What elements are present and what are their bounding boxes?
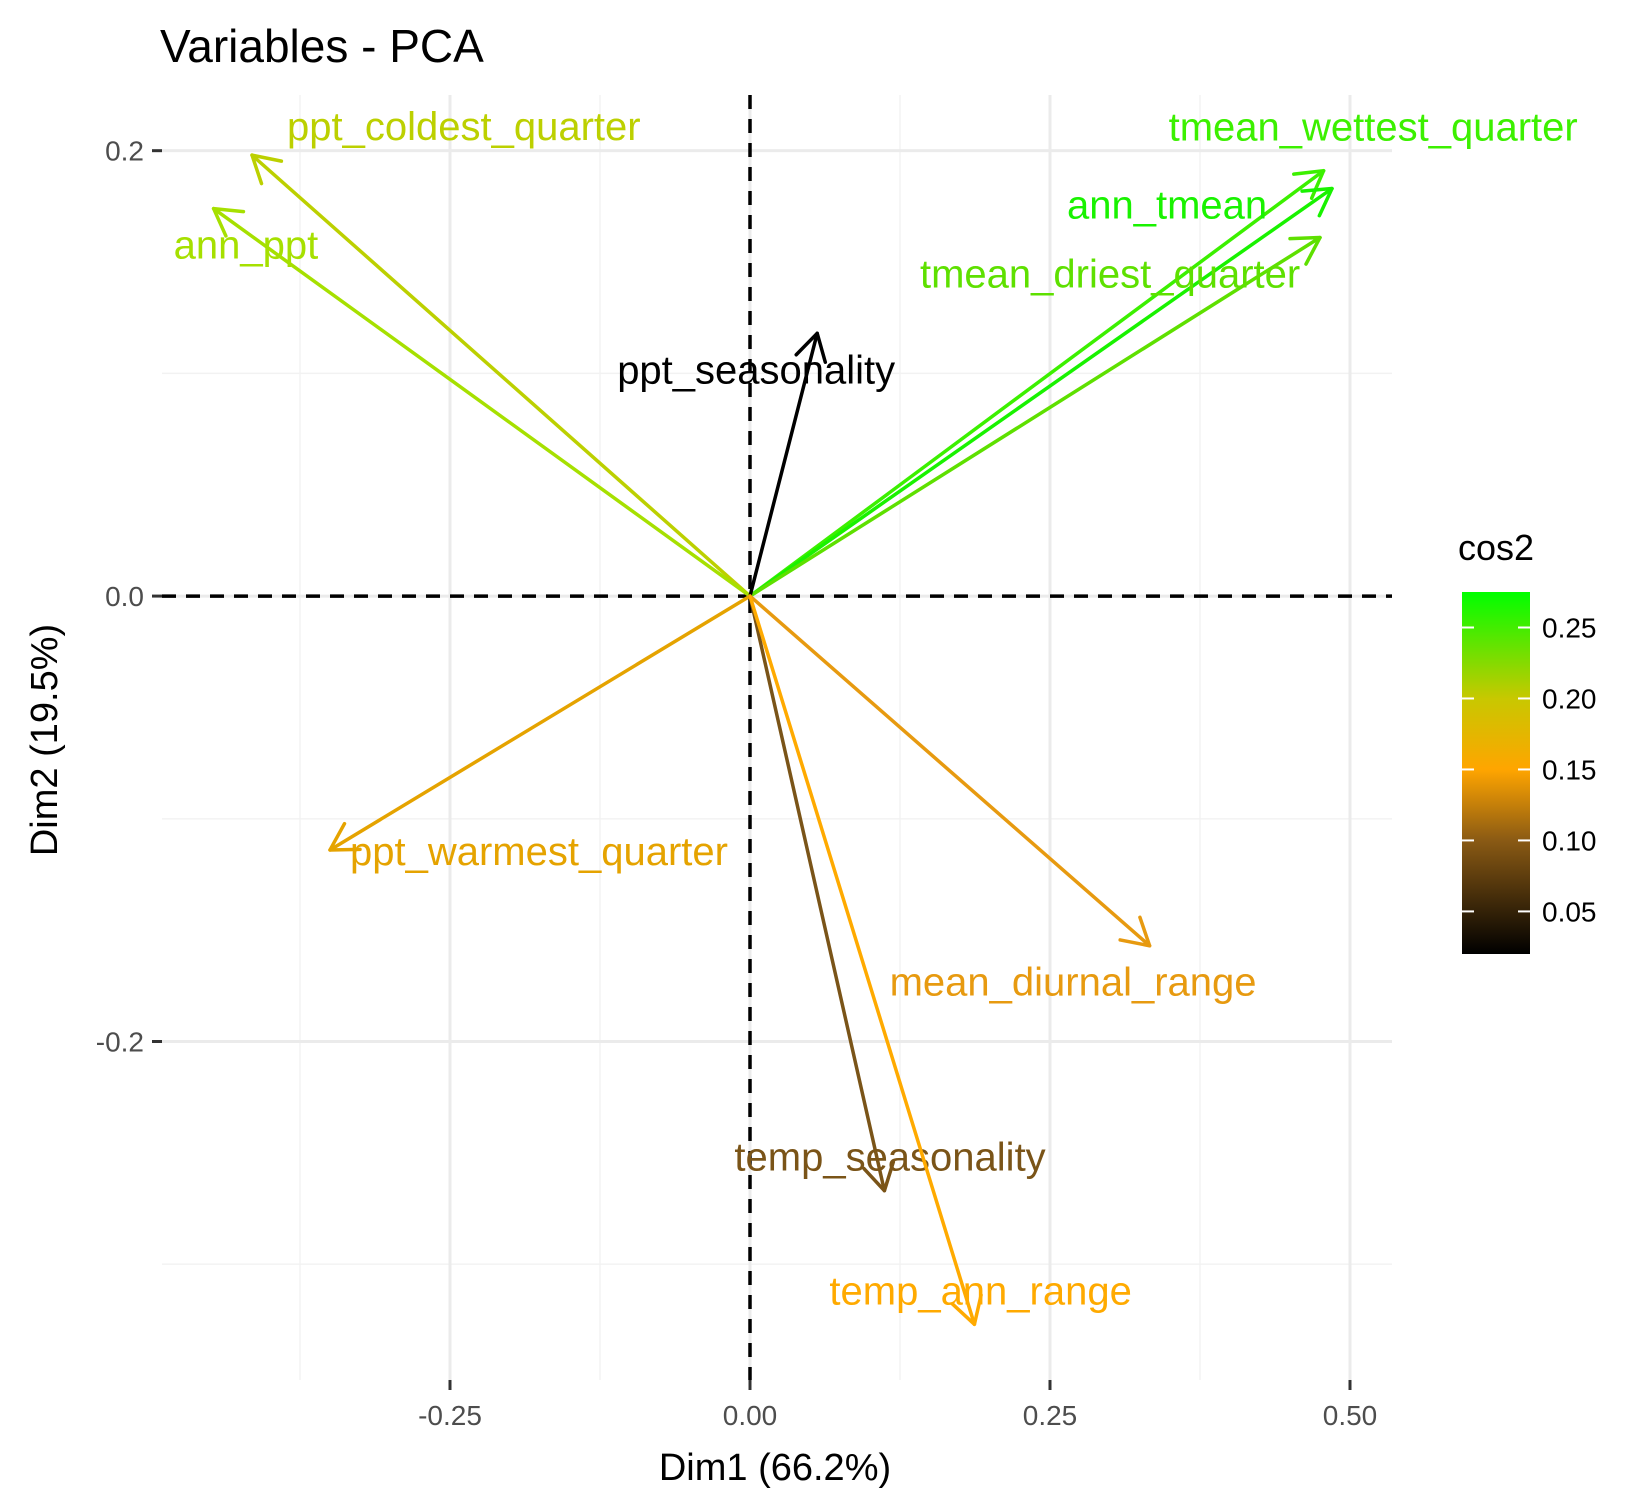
x-tick-label: 0.50 (1323, 1400, 1378, 1431)
arrow-head (211, 206, 246, 238)
variable-arrow-ann-tmean: ann_tmean (748, 184, 1334, 598)
variable-arrow-ppt-seasonality: ppt_seasonality (617, 331, 895, 598)
legend-tick-label: 0.25 (1542, 612, 1597, 643)
variable-arrow-ppt-coldest-quarter: ppt_coldest_quarter (250, 105, 752, 598)
variable-arrow-temp-ann-range: temp_ann_range (748, 594, 1132, 1327)
cos2-legend: cos2 0.05 0.10 0.15 0.20 0.25 (1458, 527, 1597, 954)
chart-title: Variables - PCA (160, 20, 484, 72)
arrow-shaft (748, 186, 1334, 598)
x-tick-label: -0.25 (418, 1400, 482, 1431)
variable-arrow-ann-ppt: ann_ppt (174, 206, 752, 598)
arrow-shaft (748, 594, 1152, 948)
variable-label: temp_seasonality (734, 1136, 1045, 1180)
variable-label: mean_diurnal_range (890, 961, 1257, 1005)
arrow-shaft (748, 594, 977, 1327)
variable-label: ann_tmean (1067, 184, 1267, 228)
arrow-head (1118, 915, 1152, 948)
variable-arrow-mean-diurnal-range: mean_diurnal_range (748, 594, 1257, 1005)
arrow-shaft (748, 594, 887, 1193)
arrow-head (1300, 186, 1334, 218)
variable-label: ppt_coldest_quarter (287, 105, 641, 149)
y-tick-label: 0.0 (105, 581, 144, 612)
variable-label: tmean_wettest_quarter (1169, 106, 1578, 150)
variable-arrow-tmean-driest-quarter: tmean_driest_quarter (748, 235, 1322, 598)
variable-label: ppt_seasonality (617, 348, 895, 392)
x-tick-label: 0.00 (723, 1400, 778, 1431)
arrow-head (250, 153, 284, 186)
x-axis-title: Dim1 (66.2%) (659, 1447, 891, 1489)
legend-title: cos2 (1458, 527, 1534, 568)
arrow-shaft (748, 235, 1322, 598)
y-axis-title: Dim2 (19.5%) (24, 624, 66, 856)
arrow-head (950, 1293, 983, 1327)
arrow-shaft (250, 153, 752, 598)
legend-colorbar (1462, 592, 1530, 954)
variable-arrow-tmean-wettest-quarter: tmean_wettest_quarter (748, 106, 1578, 598)
y-tick-label: 0.2 (105, 136, 144, 167)
arrow-shaft (748, 331, 819, 598)
legend-tick-label: 0.10 (1542, 825, 1597, 856)
legend-tick-label: 0.05 (1542, 896, 1597, 927)
legend-tick-label: 0.15 (1542, 754, 1597, 785)
arrow-shaft (748, 168, 1326, 598)
legend-tick-label: 0.20 (1542, 683, 1597, 714)
variable-label: temp_ann_range (829, 1269, 1131, 1313)
arrow-shaft (328, 594, 752, 852)
arrow-head (794, 331, 828, 364)
panel-background (162, 95, 1392, 1380)
variable-arrow-temp-seasonality: temp_seasonality (734, 594, 1046, 1193)
variable-label: ppt_warmest_quarter (350, 830, 728, 874)
x-tick-label: 0.25 (1023, 1400, 1078, 1431)
arrow-head (862, 1160, 896, 1193)
arrow-head (328, 821, 362, 852)
variable-label: ann_ppt (174, 224, 319, 268)
variable-arrow-ppt-warmest-quarter: ppt_warmest_quarter (328, 594, 752, 874)
arrow-head (1288, 235, 1322, 266)
variable-label: tmean_driest_quarter (920, 253, 1300, 297)
arrow-shaft (211, 206, 752, 598)
plot-panel: ppt_coldest_quarter ann_ppt tmean_wettest_… (162, 95, 1578, 1380)
y-tick-label: -0.2 (96, 1026, 144, 1057)
